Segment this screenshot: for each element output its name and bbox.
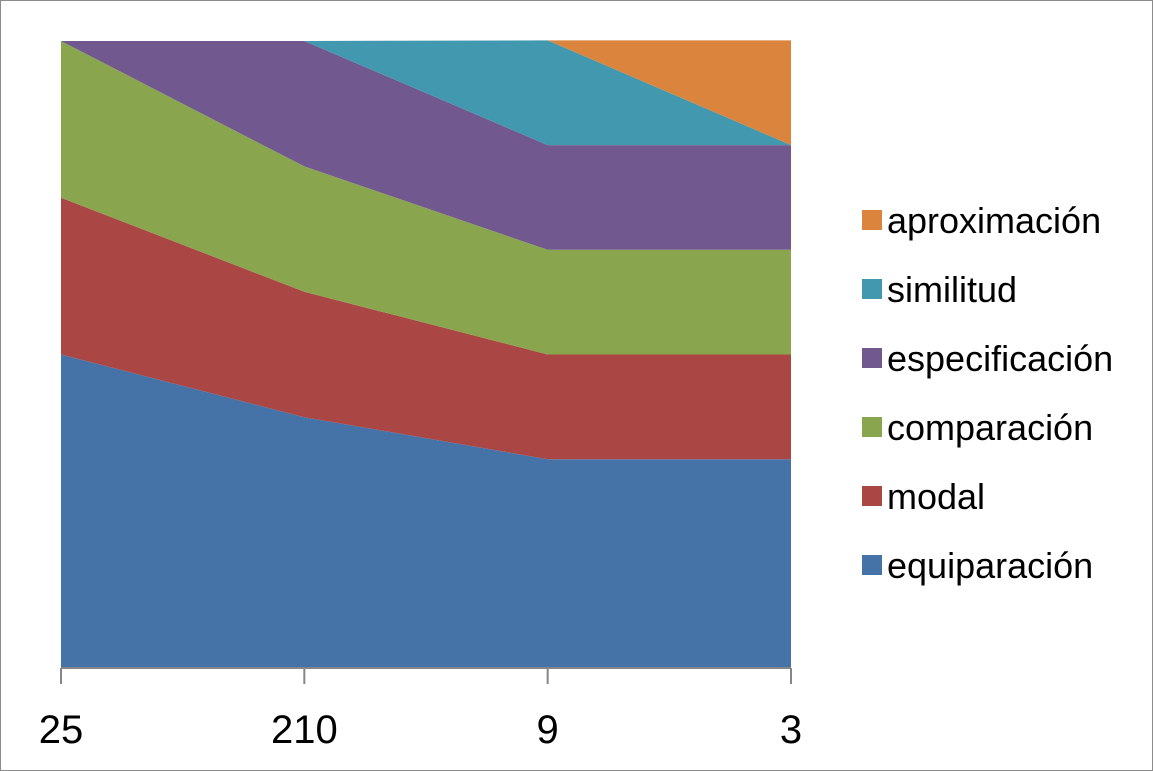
legend-entry: comparación [862, 407, 1093, 448]
legend-swatch [862, 279, 882, 299]
x-tick-label: 25 [39, 708, 84, 752]
legend-swatch [862, 348, 882, 368]
area-series-2 [61, 41, 791, 355]
legend-swatch [862, 486, 882, 506]
legend-swatch [862, 555, 882, 575]
legend-label: comparación [887, 407, 1093, 448]
area-series-1 [61, 197, 791, 460]
legend-entry: especificación [862, 338, 1113, 379]
x-tick-label: 210 [271, 708, 338, 752]
area-series-4 [61, 40, 791, 146]
legend-label: aproximación [887, 200, 1101, 241]
area-series-3 [61, 41, 791, 250]
legend-label: equiparación [887, 545, 1093, 586]
legend-swatch [862, 417, 882, 437]
legend-entry: aproximación [862, 200, 1101, 241]
legend-label: similitud [887, 269, 1017, 310]
legend-swatch [862, 210, 882, 230]
area-series-0 [61, 354, 791, 668]
x-tick-label: 9 [537, 708, 559, 752]
legend-label: especificación [887, 338, 1113, 379]
legend-entry: modal [862, 476, 985, 517]
legend-entry: equiparación [862, 545, 1093, 586]
area-series-5 [61, 40, 791, 146]
legend-label: modal [887, 476, 985, 517]
legend-entry: similitud [862, 269, 1017, 310]
x-tick-label: 3 [780, 708, 802, 752]
